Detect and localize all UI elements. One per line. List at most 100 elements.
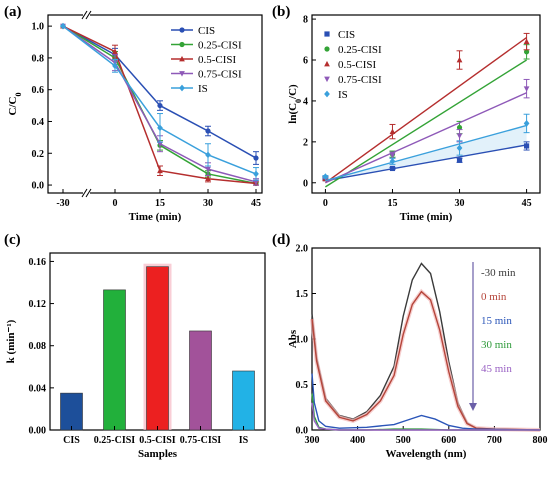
legend-marker-b xyxy=(324,31,330,37)
plot-frame-a xyxy=(47,14,263,194)
x-tick-label-a: 15 xyxy=(155,198,165,209)
axis-break-mark-a xyxy=(81,10,88,20)
data-point-a xyxy=(205,128,211,134)
data-point-b xyxy=(456,124,463,131)
data-point-b xyxy=(389,165,396,172)
panel-label-d: (d) xyxy=(272,232,290,248)
series-a-0.75-CISI: 0.75-CISI xyxy=(60,23,259,186)
legend-marker-a xyxy=(179,41,185,48)
y-tick-label-c: 0.04 xyxy=(29,383,47,394)
x-tick-label-c: 0.25-CISI xyxy=(94,435,136,446)
spectrum-line-d xyxy=(311,393,540,431)
y-axis-title-b-part: ln(C xyxy=(287,103,299,124)
data-point-b xyxy=(523,143,530,149)
spectrum-line-d xyxy=(311,402,540,431)
y-tick-label-d: 0.0 xyxy=(296,426,309,437)
time-arrow-d xyxy=(469,262,477,411)
panel-label-c: (c) xyxy=(4,232,21,248)
axis-break-mark-a xyxy=(85,10,92,20)
data-point-a xyxy=(60,22,66,30)
y-axis-title-c-part: k (min⁻¹) xyxy=(5,319,17,363)
data-point-a xyxy=(205,175,211,182)
y-axis-title-d: Abs xyxy=(287,329,299,348)
legend-label-d: 45 min xyxy=(481,363,512,375)
fit-line-b xyxy=(325,92,527,184)
x-tick-label-d: 300 xyxy=(305,435,320,446)
panel-label-b: (b) xyxy=(272,4,290,20)
x-tick-label-b: 30 xyxy=(455,198,465,209)
x-axis-title-b: Time (min) xyxy=(400,211,453,223)
time-arrow-head-d xyxy=(469,403,477,411)
legend-label-a: 0.75-CISI xyxy=(198,69,242,81)
legend-label-d: 30 min xyxy=(481,339,512,351)
y-tick-label-d: 1.0 xyxy=(296,335,309,346)
panel-c: (c) 0.00 0.04 0.08 0.12 0.16 CIS 0.25-CISI 0.5-C… xyxy=(4,232,266,460)
y-tick-label-b: 8 xyxy=(303,15,308,26)
legend-label-b: IS xyxy=(338,89,348,101)
panel-label-a: (a) xyxy=(4,4,22,20)
y-tick-label-a: 1.0 xyxy=(32,22,45,33)
y-axis-title-d-part: Abs xyxy=(287,329,299,348)
data-point-b xyxy=(456,133,463,139)
bar-group-c-IS: IS xyxy=(232,370,255,446)
data-point-a xyxy=(205,166,211,173)
x-tick-label-c: 0.5-CISI xyxy=(139,435,176,446)
spectrum-line-d xyxy=(311,373,541,431)
y-axis-title-a: C/C0 xyxy=(7,93,23,116)
legend-label-a: 0.5-CISI xyxy=(198,54,237,66)
data-point-a xyxy=(157,124,163,132)
x-tick-label-b: 45 xyxy=(522,198,532,209)
bar-c xyxy=(103,289,126,431)
x-axis-title-a: Time (min) xyxy=(129,211,182,223)
data-point-b xyxy=(456,56,463,63)
x-tick-label-a: 45 xyxy=(251,198,261,209)
series-b-0.25-CISI: 0.25-CISI xyxy=(322,44,530,188)
spectrum-line-d xyxy=(311,290,541,431)
y-tick-label-b: 6 xyxy=(303,56,308,67)
legend-marker-a xyxy=(179,55,185,62)
y-tick-label-a: 0.6 xyxy=(32,85,45,96)
bar-group-c-CIS: CIS xyxy=(60,392,83,446)
spectrum-glow-d xyxy=(310,288,541,432)
x-tick-label-b: 0 xyxy=(323,198,328,209)
legend-marker-a xyxy=(179,84,185,92)
legend-label-b: CIS xyxy=(338,29,355,41)
x-tick-label-d: 800 xyxy=(533,435,548,446)
x-tick-label-a: 30 xyxy=(203,198,213,209)
data-point-a xyxy=(253,155,259,161)
plot-frame-b xyxy=(311,14,541,194)
y-axis-title-b-part: /C) xyxy=(287,84,299,100)
data-point-b xyxy=(322,173,329,181)
data-point-b xyxy=(523,120,530,127)
y-axis-title-c: k (min⁻¹) xyxy=(5,319,17,363)
fit-line-b xyxy=(325,144,527,182)
data-point-a xyxy=(112,62,118,70)
legend-label-b: 0.5-CISI xyxy=(338,59,377,71)
x-tick-label-d: 500 xyxy=(396,435,411,446)
y-tick-label-b: 4 xyxy=(303,96,308,107)
axis-break-mark-a xyxy=(85,188,92,198)
legend-label-b: 0.75-CISI xyxy=(338,74,382,86)
y-tick-label-d: 1.5 xyxy=(296,289,309,300)
bar-c xyxy=(146,266,169,431)
data-point-b xyxy=(389,157,396,165)
legend-marker-b xyxy=(324,90,330,98)
data-point-a xyxy=(253,170,259,178)
y-axis-title-a-part: C/C xyxy=(7,96,19,115)
y-tick-label-a: 0.4 xyxy=(32,117,45,128)
legend-marker-a xyxy=(179,27,185,33)
fit-line-b xyxy=(325,36,527,184)
legend-marker-b xyxy=(324,76,330,83)
y-tick-label-c: 0.16 xyxy=(29,257,47,268)
bar-group-c-0.25-CISI: 0.25-CISI xyxy=(94,289,136,446)
y-axis-title-b-part: 0 xyxy=(294,99,303,103)
legend-label-b: 0.25-CISI xyxy=(338,44,382,56)
x-tick-label-b: 15 xyxy=(387,198,397,209)
legend-label-d: 0 min xyxy=(481,291,507,303)
axis-break-mark-a xyxy=(81,188,88,198)
series-d-45 min: 45 min xyxy=(311,363,540,431)
legend-marker-a xyxy=(179,71,185,77)
y-tick-label-a: 0.2 xyxy=(32,149,45,160)
